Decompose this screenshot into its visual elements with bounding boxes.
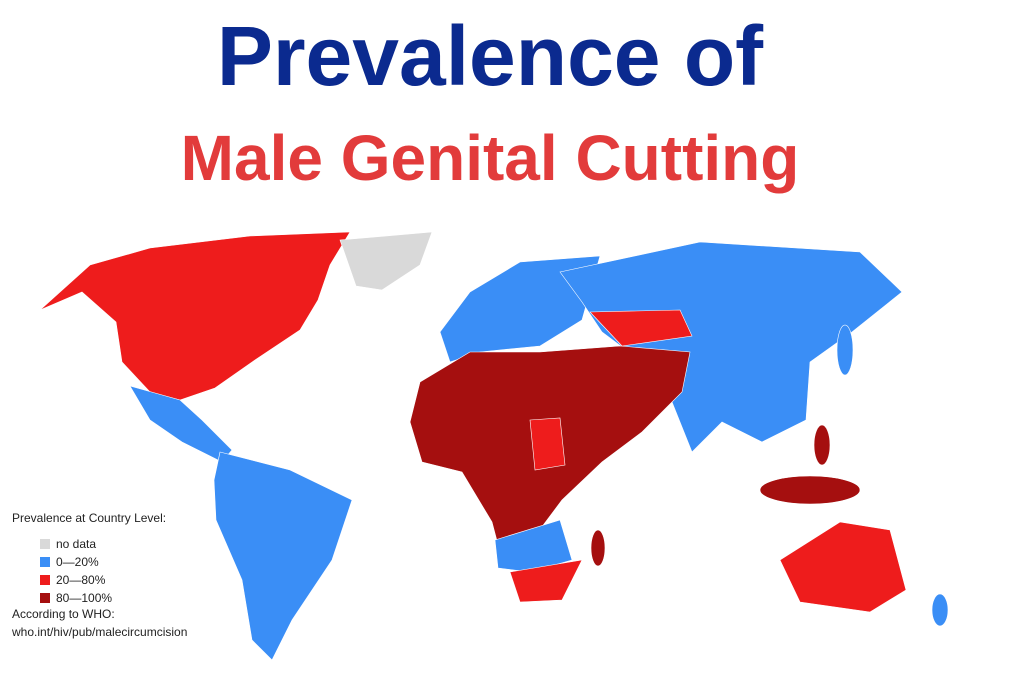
madagascar	[590, 529, 606, 567]
greenland	[339, 231, 433, 291]
subtitle: Male Genital Cutting	[181, 122, 800, 194]
legend-label: 80—100%	[56, 591, 112, 605]
russia-asia	[559, 241, 903, 453]
legend-title: Prevalence at Country Level:	[12, 511, 166, 525]
south-africa	[509, 559, 583, 603]
north-america	[39, 231, 351, 401]
australia	[779, 521, 907, 613]
legend-swatch	[40, 575, 50, 585]
legend: no data 0—20% 20—80% 80—100%	[40, 537, 112, 605]
legend-label: 20—80%	[56, 573, 106, 587]
sudan	[529, 417, 566, 471]
central-asia	[589, 309, 693, 347]
indonesia	[759, 475, 861, 505]
legend-label: no data	[56, 537, 96, 551]
source-url: who.int/hiv/pub/malecircumcision	[11, 625, 187, 639]
legend-swatch	[40, 539, 50, 549]
south-america	[213, 451, 353, 661]
legend-label: 0—20%	[56, 555, 99, 569]
new-zealand	[931, 593, 949, 627]
legend-swatch	[40, 557, 50, 567]
legend-swatch	[40, 593, 50, 603]
world-map	[39, 231, 949, 661]
philippines	[813, 424, 831, 466]
title: Prevalence of	[217, 9, 764, 103]
source-label: According to WHO:	[12, 607, 115, 621]
japan	[836, 324, 854, 376]
